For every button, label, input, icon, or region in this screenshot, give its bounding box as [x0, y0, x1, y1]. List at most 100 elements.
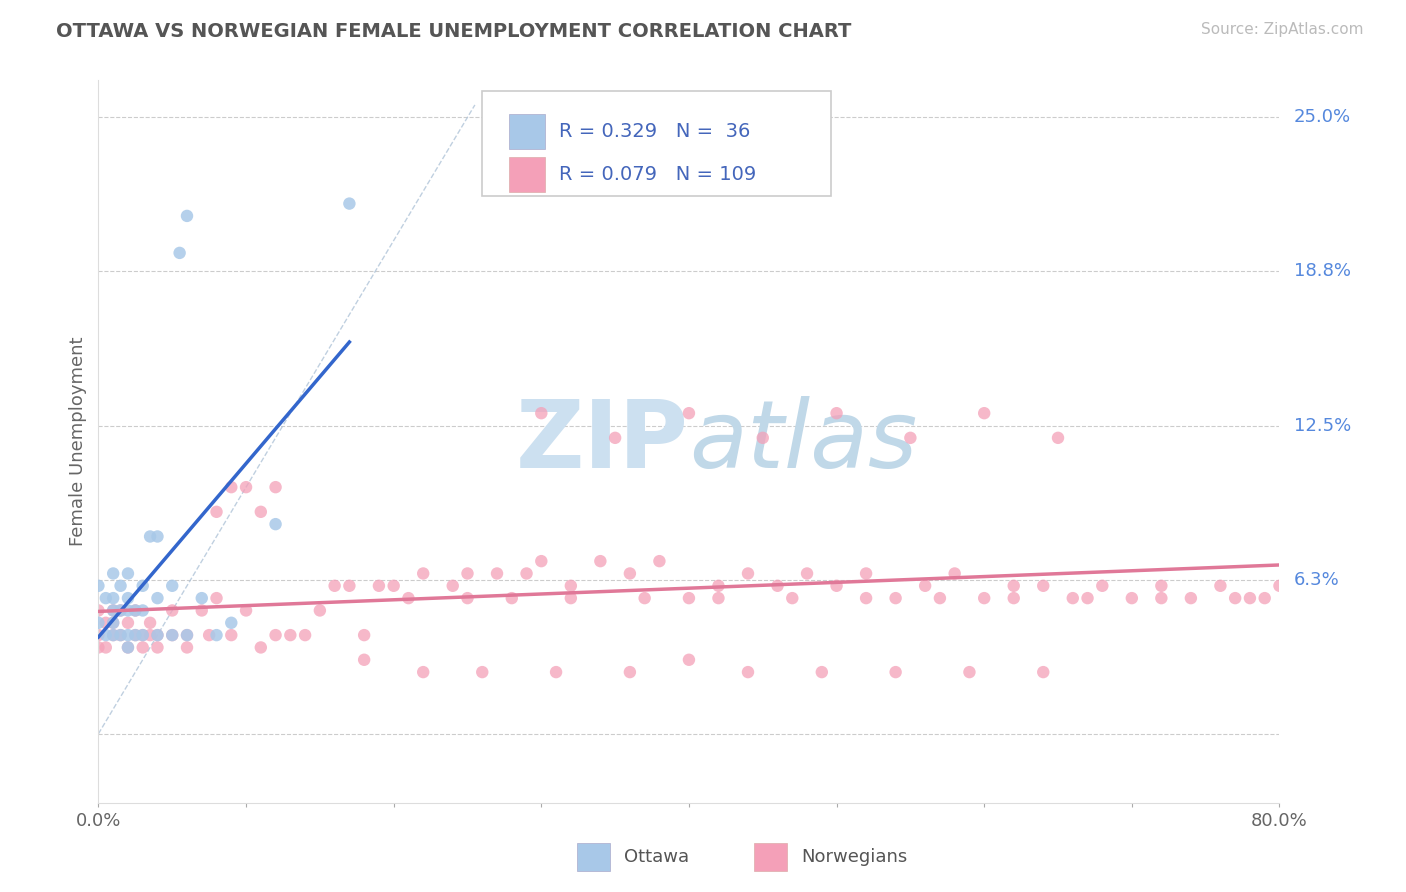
Point [605, 431, 627, 445]
Point [1062, 591, 1084, 606]
Point [117, 615, 139, 630]
Point [825, 406, 848, 420]
Point [353, 653, 375, 667]
Point [900, 431, 922, 445]
Point [810, 665, 832, 679]
Point [176, 209, 198, 223]
Point [124, 603, 146, 617]
Point [139, 628, 162, 642]
Text: 25.0%: 25.0% [1294, 108, 1351, 127]
Point [1180, 591, 1202, 606]
Point [146, 640, 169, 655]
Point [176, 640, 198, 655]
Point [398, 591, 420, 606]
Point [205, 591, 228, 606]
Point [162, 628, 183, 642]
Text: ZIP: ZIP [516, 395, 689, 488]
Point [855, 591, 877, 606]
Point [294, 628, 316, 642]
Point [368, 579, 391, 593]
Point [589, 554, 612, 568]
Point [132, 579, 155, 593]
Point [1032, 579, 1054, 593]
Point [124, 628, 146, 642]
Point [205, 628, 228, 642]
Point [264, 480, 287, 494]
Point [124, 603, 146, 617]
Point [546, 665, 568, 679]
Point [471, 665, 494, 679]
Point [191, 603, 214, 617]
Point [103, 615, 125, 630]
Point [412, 665, 434, 679]
Point [959, 665, 981, 679]
Point [1209, 579, 1232, 593]
Point [678, 591, 700, 606]
Point [782, 591, 804, 606]
Point [87, 579, 110, 593]
Point [678, 406, 700, 420]
Point [117, 640, 139, 655]
Point [1002, 579, 1025, 593]
Point [146, 628, 169, 642]
Point [87, 615, 110, 630]
Point [264, 628, 287, 642]
Point [250, 505, 273, 519]
Point [162, 603, 183, 617]
Bar [754, 843, 787, 871]
Text: 6.3%: 6.3% [1294, 571, 1340, 589]
Point [103, 615, 125, 630]
Point [516, 566, 538, 581]
Text: R = 0.079   N = 109: R = 0.079 N = 109 [560, 165, 756, 185]
Point [221, 628, 243, 642]
Point [457, 591, 479, 606]
Point [235, 480, 257, 494]
Point [221, 480, 243, 494]
Point [235, 603, 257, 617]
Point [1268, 579, 1291, 593]
Point [914, 579, 936, 593]
Point [1032, 665, 1054, 679]
Point [103, 566, 125, 581]
Text: atlas: atlas [689, 396, 917, 487]
Point [339, 196, 361, 211]
Point [110, 603, 132, 617]
Point [117, 640, 139, 655]
Point [323, 579, 346, 593]
Point [441, 579, 464, 593]
Bar [509, 114, 546, 149]
Point [162, 628, 183, 642]
Point [825, 579, 848, 593]
Point [110, 628, 132, 642]
Point [87, 628, 110, 642]
Point [94, 628, 117, 642]
Point [110, 579, 132, 593]
Point [146, 529, 169, 543]
Point [103, 628, 125, 642]
Point [1239, 591, 1261, 606]
FancyBboxPatch shape [482, 91, 831, 196]
Point [707, 591, 730, 606]
Point [619, 566, 641, 581]
Point [139, 529, 162, 543]
Point [884, 591, 907, 606]
Point [264, 517, 287, 532]
Point [1121, 591, 1143, 606]
Point [87, 603, 110, 617]
Text: Source: ZipAtlas.com: Source: ZipAtlas.com [1201, 22, 1364, 37]
Point [560, 591, 582, 606]
Point [766, 579, 789, 593]
Point [132, 628, 155, 642]
Point [1046, 431, 1070, 445]
Text: 12.5%: 12.5% [1294, 417, 1351, 434]
Point [94, 591, 117, 606]
Point [191, 591, 214, 606]
Bar [576, 843, 610, 871]
Point [678, 653, 700, 667]
Text: OTTAWA VS NORWEGIAN FEMALE UNEMPLOYMENT CORRELATION CHART: OTTAWA VS NORWEGIAN FEMALE UNEMPLOYMENT … [56, 22, 852, 41]
Point [737, 566, 759, 581]
Point [1002, 591, 1025, 606]
Point [103, 603, 125, 617]
Point [530, 406, 553, 420]
Point [110, 628, 132, 642]
